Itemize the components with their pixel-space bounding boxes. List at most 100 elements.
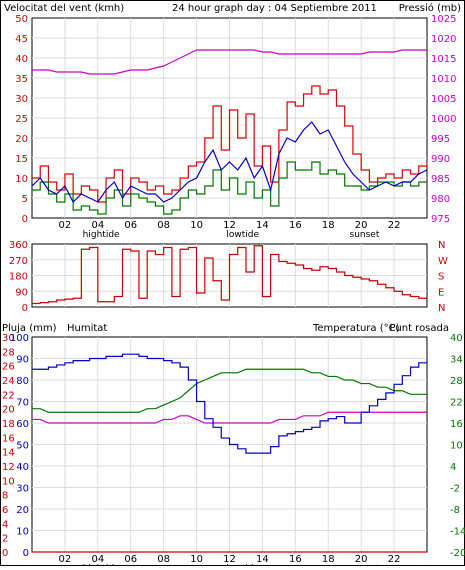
temperature-y-tick: -14	[450, 527, 465, 538]
rain-y-tick: 14	[2, 448, 15, 459]
compass-tick: E	[438, 287, 444, 298]
wind-tide-label: hightide	[83, 230, 120, 240]
dir-y-tick: 90	[15, 287, 28, 298]
pressure-y-tick: 990	[431, 154, 450, 165]
temperature-y-tick: 4	[450, 462, 456, 473]
wind-x-tick: 18	[322, 220, 335, 231]
humidity-y-tick: 0	[23, 548, 29, 559]
wind-y-tick: 15	[15, 154, 28, 165]
climate-x-tick: 02	[59, 554, 72, 565]
temperature-series-line	[32, 368, 427, 413]
temperature-y-tick: -2	[450, 484, 460, 495]
pressure-y-tick: 985	[431, 174, 450, 185]
wind-x-tick: 08	[157, 220, 170, 231]
wind-direction-series-line	[32, 245, 428, 305]
temperature-y-tick: 22	[450, 398, 463, 409]
wind-y-tick: 45	[15, 34, 28, 45]
temperature-y-tick: -20	[450, 548, 465, 559]
climate-x-tick: 04	[91, 554, 104, 565]
dewpoint-axis-title: Punt rosada	[390, 323, 449, 334]
temperature-y-tick: 16	[450, 419, 463, 430]
pressure-y-tick: 1015	[431, 54, 456, 65]
dir-y-tick: 0	[22, 303, 28, 314]
wind-avg-series-line	[32, 161, 427, 215]
wind-y-tick: 5	[22, 194, 28, 205]
humidity-y-tick: 80	[16, 376, 29, 387]
rain-axis-title: Pluja (mm)	[2, 323, 57, 334]
wind-speed-series-line	[31, 121, 428, 203]
temperature-y-tick: 34	[450, 355, 463, 366]
wind-x-tick: 20	[355, 220, 368, 231]
pressure-y-tick: 1025	[431, 14, 456, 25]
climate-x-tick: 12	[223, 554, 236, 565]
wind-tide-label: sunset	[350, 230, 380, 240]
dir-y-tick: 180	[9, 272, 28, 283]
rain-y-tick: 6	[2, 505, 8, 516]
temperature-y-tick: 10	[450, 441, 463, 452]
climate-x-tick: 16	[289, 554, 302, 565]
dir-y-tick: 360	[9, 240, 28, 251]
pressure-y-tick: 1020	[431, 34, 456, 45]
wind-y-tick: 40	[15, 54, 28, 65]
compass-tick: N	[438, 240, 445, 251]
humidity-y-tick: 10	[16, 527, 29, 538]
rain-y-tick: 2	[2, 534, 8, 545]
humidity-y-tick: 20	[16, 505, 29, 516]
humidity-y-tick: 60	[16, 419, 29, 430]
rain-y-tick: 12	[2, 462, 15, 473]
rain-y-tick: 24	[2, 376, 15, 387]
rain-y-tick: 20	[2, 405, 15, 416]
rain-y-tick: 4	[2, 519, 8, 530]
compass-tick: W	[438, 256, 448, 267]
wind-x-tick: 06	[124, 220, 137, 231]
wind-y-tick: 0	[22, 214, 28, 225]
wind-pressure-panel: 5045403530252015105010251020101510101005…	[15, 14, 456, 240]
rain-y-tick: 0	[2, 548, 8, 559]
rain-y-tick: 30	[2, 333, 15, 344]
climate-x-tick: 22	[388, 554, 401, 565]
wind-axis-title: Velocitat del vent (kmh)	[4, 3, 124, 14]
wind-x-tick: 22	[388, 220, 401, 231]
humidity-series-line	[32, 353, 428, 454]
climate-x-tick: 20	[355, 554, 368, 565]
rain-y-tick: 18	[2, 419, 15, 430]
climate-x-tick: 14	[256, 554, 269, 565]
rain-humidity-temperature-panel: 3028262422201816141210864201009080706050…	[2, 333, 465, 570]
rain-y-tick: 8	[2, 491, 8, 502]
pressure-y-tick: 995	[431, 134, 450, 145]
pressure-y-tick: 980	[431, 194, 450, 205]
wind-y-tick: 25	[15, 114, 28, 125]
rain-y-tick: 22	[2, 390, 15, 401]
rain-y-tick: 10	[2, 476, 15, 487]
humidity-y-tick: 40	[16, 462, 29, 473]
humidity-axis-title: Humitat	[67, 323, 107, 334]
wind-x-tick: 02	[59, 220, 72, 231]
pressure-series-line	[32, 49, 427, 75]
temperature-y-tick: 28	[450, 376, 463, 387]
climate-x-tick: 08	[157, 554, 170, 565]
wind-y-tick: 20	[15, 134, 28, 145]
climate-x-tick: 06	[124, 554, 137, 565]
humidity-y-tick: 30	[16, 484, 29, 495]
humidity-y-tick: 90	[16, 355, 29, 366]
wind-tide-label: lowtide	[226, 230, 259, 240]
wind-y-tick: 30	[15, 94, 28, 105]
temperature-axis-title: Temperatura (°C)	[312, 323, 400, 334]
rain-y-tick: 26	[2, 362, 15, 373]
wind-x-tick: 10	[190, 220, 203, 231]
chart-title: 24 hour graph day : 04 Septiembre 2011	[172, 3, 377, 14]
wind-x-tick: 16	[289, 220, 302, 231]
climate-x-tick: 10	[190, 554, 203, 565]
temperature-y-tick: 40	[450, 333, 463, 344]
wind-y-tick: 35	[15, 74, 28, 85]
pressure-axis-title: Pressió (mb)	[399, 2, 461, 14]
climate-x-tick: 18	[322, 554, 335, 565]
compass-tick: S	[438, 272, 444, 283]
wind-y-tick: 10	[15, 174, 28, 185]
rain-y-tick: 28	[2, 347, 15, 358]
humidity-y-tick: 70	[16, 398, 29, 409]
rain-y-tick: 16	[2, 433, 15, 444]
